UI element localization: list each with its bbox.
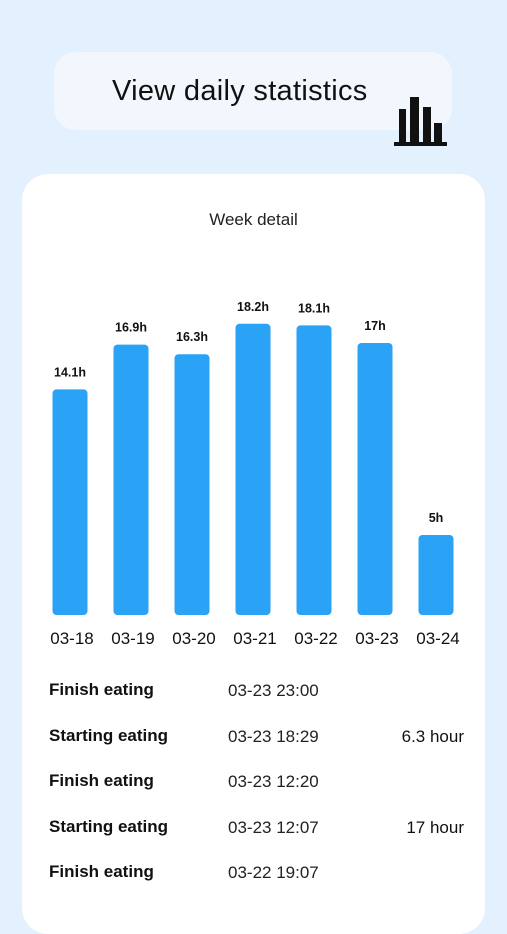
record-event-label: Finish eating <box>49 862 154 881</box>
bar-value-label: 14.1h <box>54 365 86 379</box>
record-row[interactable]: Finish eating 03-22 19:07 <box>22 858 485 888</box>
x-axis-tick-label: 03-21 <box>233 629 276 648</box>
chart-bar-03-23[interactable] <box>357 343 393 615</box>
chart-bar-03-22[interactable] <box>296 325 332 615</box>
x-axis-tick-label: 03-18 <box>50 629 93 648</box>
chart-title: Week detail <box>209 210 298 229</box>
record-event-label: Finish eating <box>49 680 154 699</box>
bar-value-label: 18.2h <box>237 300 269 314</box>
bar-chart-icon <box>394 97 447 146</box>
record-row[interactable]: Starting eating 03-23 12:07 17 hour <box>22 813 485 843</box>
chart-bar-03-20[interactable] <box>174 354 210 615</box>
bar-value-label: 5h <box>429 511 444 525</box>
chart-bar-03-18[interactable] <box>52 389 88 615</box>
chart-bar-03-19[interactable] <box>113 344 149 615</box>
x-axis-tick-label: 03-23 <box>355 629 398 648</box>
record-event-label: Starting eating <box>49 816 169 836</box>
record-timestamp: 03-23 12:20 <box>228 772 319 791</box>
bar-value-label: 17h <box>364 319 386 333</box>
x-axis-tick-label: 03-22 <box>294 629 337 648</box>
record-timestamp: 03-23 12:07 <box>228 817 319 837</box>
bar-value-label: 16.3h <box>176 330 208 344</box>
record-row[interactable]: Starting eating 03-23 18:29 6.3 hour <box>22 722 485 752</box>
x-axis-tick-label: 03-19 <box>111 629 154 648</box>
record-timestamp: 03-22 19:07 <box>228 863 319 882</box>
bar-value-label: 16.9h <box>115 321 147 335</box>
record-event-label: Finish eating <box>49 771 154 790</box>
record-event-label: Starting eating <box>49 725 169 745</box>
record-row[interactable]: Finish eating 03-23 23:00 <box>22 676 485 706</box>
record-timestamp: 03-23 18:29 <box>228 726 319 746</box>
week-bar-chart: 14.1h 03-18 16.9h 03-19 16.3h 03-20 18.2h 03-21… <box>50 300 459 648</box>
week-detail-card: Week detail 14.1h 03-18 16.9h 03-19 16.3h 03-… <box>22 174 485 934</box>
page-title: View daily statistics <box>112 75 368 107</box>
chart-bar-03-21[interactable] <box>235 323 271 615</box>
x-axis-tick-label: 03-20 <box>172 629 215 648</box>
record-row[interactable]: Finish eating 03-23 12:20 <box>22 767 485 797</box>
record-duration: 17 hour <box>406 817 464 837</box>
record-timestamp: 03-23 23:00 <box>228 681 319 700</box>
bar-value-label: 18.1h <box>298 301 330 315</box>
chart-bar-03-24[interactable] <box>418 535 454 615</box>
header-banner: View daily statistics <box>54 52 452 146</box>
x-axis-tick-label: 03-24 <box>416 629 459 648</box>
record-duration: 6.3 hour <box>401 726 464 746</box>
